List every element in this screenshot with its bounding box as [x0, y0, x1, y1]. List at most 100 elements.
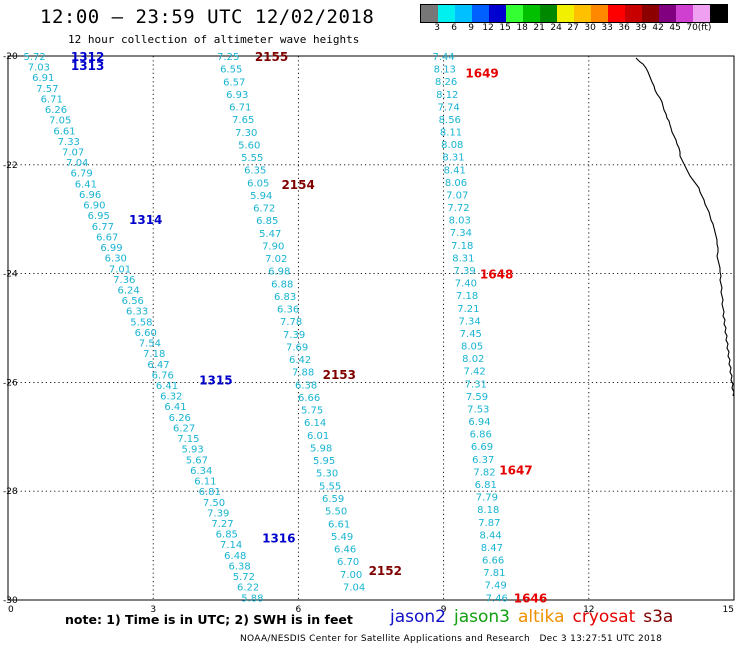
wave-height-value: 8.47 [481, 543, 503, 554]
wave-height-value: 6.56 [122, 296, 144, 307]
wave-height-value: 7.14 [220, 540, 242, 551]
colorbar-swatch [659, 5, 676, 22]
wave-height-value: 7.74 [437, 102, 459, 113]
colorbar-label: 36 [618, 23, 630, 33]
wave-height-value: 6.60 [135, 328, 157, 339]
colorbar-swatch [574, 5, 591, 22]
wave-height-value: 6.01 [307, 431, 329, 442]
map-subtitle: 12 hour collection of altimeter wave hei… [68, 33, 360, 46]
wave-height-value: 6.61 [328, 519, 350, 530]
colorbar-swatch [421, 5, 438, 22]
wave-height-value: 7.07 [446, 191, 468, 202]
wave-height-value: 6.26 [45, 105, 67, 116]
wave-height-value: 7.78 [280, 317, 302, 328]
pass-label: 1646 [514, 591, 547, 605]
wave-height-value: 5.50 [325, 507, 347, 518]
wave-height-value: 5.60 [238, 140, 260, 151]
wave-height-value: 8.06 [445, 178, 467, 189]
y-tick-label: -26 [3, 378, 18, 388]
wave-height-value: 7.54 [139, 339, 161, 350]
wave-height-value: 6.41 [164, 402, 186, 413]
wave-height-value: 5.58 [130, 317, 152, 328]
pass-label: 2153 [323, 368, 356, 382]
wave-height-value: 8.26 [435, 77, 457, 88]
wave-height-value: 7.34 [450, 228, 472, 239]
colorbar-label: 18 [516, 23, 528, 33]
colorbar-swatch [557, 5, 574, 22]
legend-altika: altika [518, 607, 565, 627]
wave-height-value: 7.40 [455, 279, 477, 290]
wave-height-value: 6.79 [70, 169, 92, 180]
wave-height-value: 5.72 [233, 572, 255, 583]
wave-height-value: 5.98 [310, 444, 332, 455]
wave-height-value: 6.57 [223, 77, 245, 88]
pass-label: 2152 [369, 564, 402, 578]
wave-height-value: 7.34 [458, 316, 480, 327]
wave-height-value: 6.30 [105, 254, 127, 265]
y-tick-label: -20 [3, 52, 18, 62]
wave-height-value: 7.59 [466, 392, 488, 403]
wave-height-value: 6.46 [334, 545, 356, 556]
wave-height-value: 6.26 [169, 413, 191, 424]
y-tick-label: -30 [3, 596, 18, 606]
wave-height-value: 8.03 [449, 216, 471, 227]
wave-height-value: 6.55 [220, 65, 242, 76]
wave-height-value: 7.65 [232, 115, 254, 126]
wave-height-value: 7.04 [66, 158, 88, 169]
wave-height-value: 7.81 [483, 568, 505, 579]
wave-height-value: 5.55 [319, 481, 341, 492]
colorbar-label: 33 [601, 23, 613, 33]
wave-height-tracks: 5.727.036.917.576.716.267.056.617.337.07… [23, 52, 507, 604]
colorbar-label: 9 [468, 23, 474, 33]
x-tick-label: 15 [723, 605, 734, 615]
wave-height-value: 7.04 [343, 582, 365, 593]
pass-label: 2154 [281, 178, 314, 192]
axis-ticks: 0 3 6 9 12 15 -20 -22 -24 -26 -28 -30 [3, 52, 734, 615]
colorbar-label: 21 [533, 23, 545, 33]
wave-height-value: 6.85 [216, 530, 238, 541]
wave-height-value: 7.05 [49, 116, 71, 127]
wave-height-value: 6.86 [470, 430, 492, 441]
wave-height-value: 7.42 [463, 367, 485, 378]
wave-height-value: 6.90 [83, 201, 105, 212]
wave-height-value: 6.96 [79, 190, 101, 201]
plot-border [7, 55, 735, 601]
y-tick-label: -28 [3, 487, 18, 497]
wave-height-value: 5.88 [241, 593, 263, 604]
wave-height-value: 6.27 [173, 424, 195, 435]
colorbar-swatch [523, 5, 540, 22]
colorbar-swatch [676, 5, 693, 22]
wave-height-value: 5.94 [250, 191, 272, 202]
colorbar-swatch [540, 5, 557, 22]
colorbar-swatch [472, 5, 489, 22]
wave-height-value: 8.05 [461, 342, 483, 353]
wave-height-value: 5.49 [331, 532, 353, 543]
y-tick-label: -22 [3, 161, 18, 171]
x-tick-label: 12 [583, 605, 594, 615]
wave-height-value: 5.47 [259, 229, 281, 240]
colorbar-swatch [438, 5, 455, 22]
colorbar-swatch [693, 5, 710, 22]
wave-height-value: 8.31 [452, 253, 474, 264]
wave-height-value: 6.38 [228, 561, 250, 572]
wave-height-value: 7.15 [177, 434, 199, 445]
wave-height-value: 7.46 [486, 593, 508, 604]
wave-height-value: 6.24 [117, 286, 139, 297]
wave-height-value: 7.36 [113, 275, 135, 286]
colorbar-label: 12 [482, 23, 494, 33]
wave-height-value: 6.42 [289, 355, 311, 366]
wave-height-value: 8.31 [442, 153, 464, 164]
wave-height-value: 6.66 [482, 556, 504, 567]
map-title: 12:00 — 23:59 UTC 12/02/2018 [40, 6, 375, 28]
wave-height-value: 6.61 [53, 126, 75, 137]
pass-label: 1312 [71, 50, 104, 64]
wave-height-value: 5.95 [313, 456, 335, 467]
wave-height-value: 7.01 [109, 264, 131, 275]
x-tick-label: 0 [8, 605, 14, 615]
wave-height-value: 7.39 [283, 330, 305, 341]
wave-height-value: 7.03 [28, 63, 50, 74]
wave-height-value: 7.69 [286, 343, 308, 354]
wave-height-value: 5.93 [181, 445, 203, 456]
y-tick-label: -24 [3, 270, 18, 280]
